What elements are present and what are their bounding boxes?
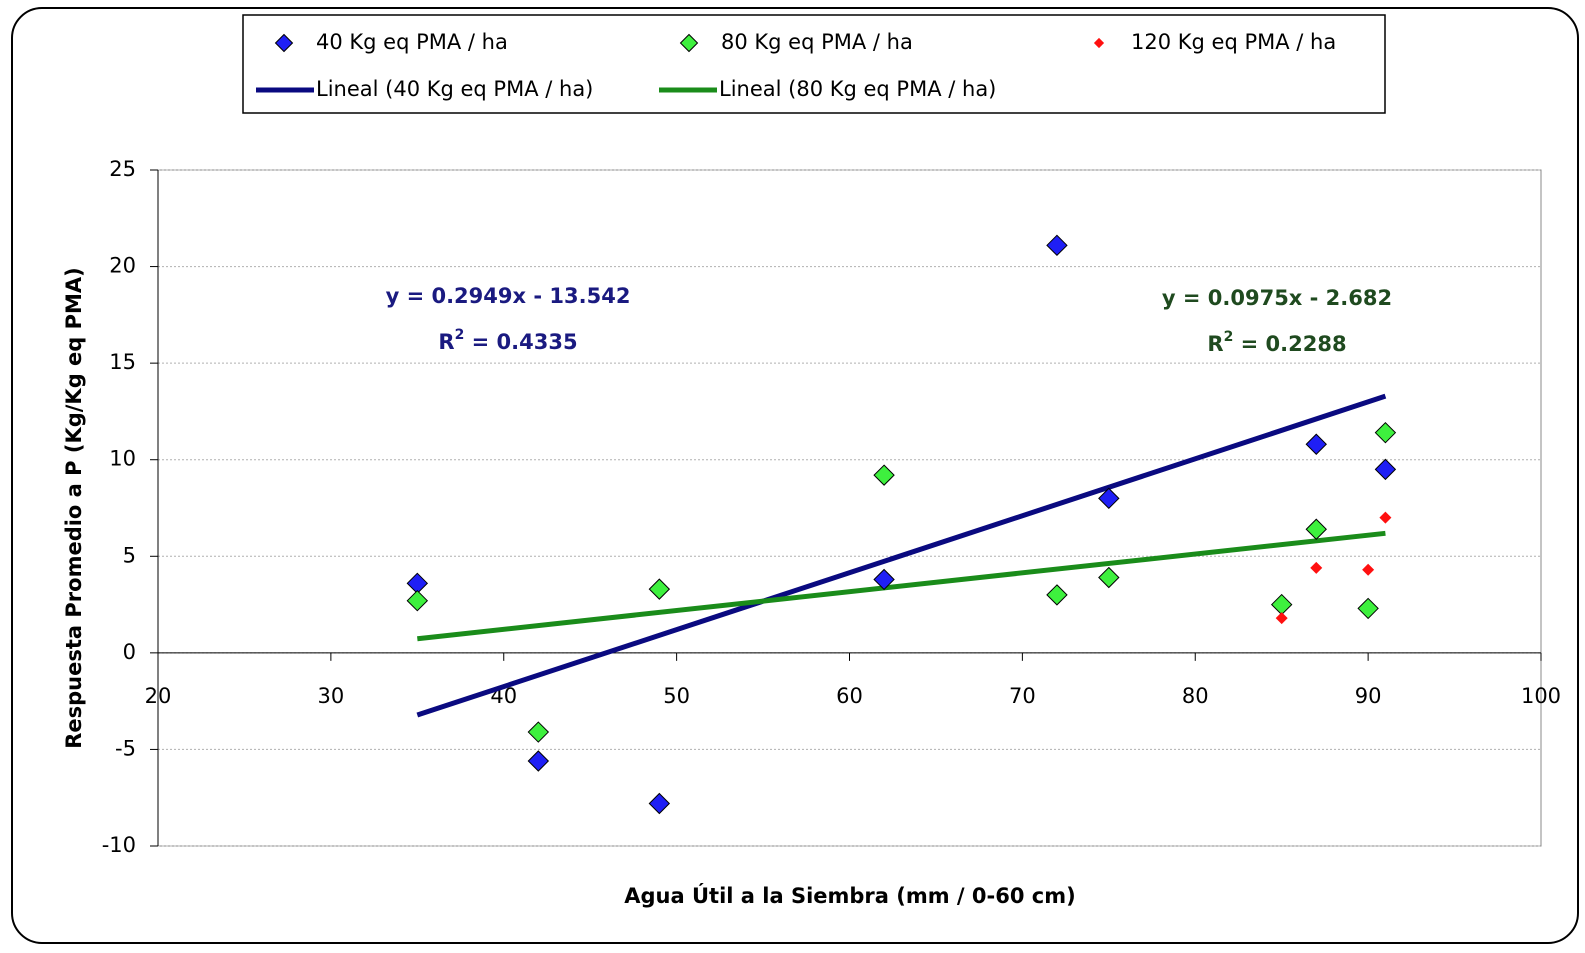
- point: [873, 568, 895, 591]
- point: [1310, 561, 1323, 574]
- y-tick-label: 10: [109, 447, 136, 471]
- trend-equation: y = 0.2949x - 13.542: [386, 284, 631, 308]
- point: [1305, 518, 1327, 540]
- r2-base: R: [438, 330, 454, 354]
- r2-exp: 2: [1224, 329, 1234, 345]
- x-tick-label: 100: [1521, 684, 1561, 708]
- r2-exp: 2: [455, 327, 465, 343]
- point: [1046, 234, 1068, 257]
- point: [1305, 433, 1327, 455]
- trend-r2: R2 = 0.4335: [438, 327, 577, 354]
- legend-label: Lineal (40 Kg eq PMA / ha): [316, 77, 593, 101]
- y-tick-label: 0: [123, 640, 136, 664]
- x-tick-label: 20: [145, 684, 172, 708]
- r2-base: R: [1207, 332, 1223, 356]
- point: [1098, 566, 1120, 589]
- x-tick-label: 90: [1355, 684, 1382, 708]
- point: [648, 578, 671, 600]
- point: [1362, 563, 1375, 576]
- point: [1379, 511, 1392, 524]
- y-tick-label: 25: [109, 157, 136, 181]
- point: [1098, 487, 1120, 510]
- legend: [242, 14, 1386, 114]
- point: [1357, 597, 1379, 620]
- point: [527, 721, 550, 743]
- y-axis-title: Respuesta Promedio a P (Kg/Kg eq PMA): [62, 267, 86, 749]
- r2-value: = 0.4335: [464, 330, 577, 354]
- trend-r2: R2 = 0.2288: [1207, 329, 1346, 356]
- x-tick-label: 50: [663, 684, 690, 708]
- point: [1374, 458, 1397, 481]
- x-axis-title: Agua Útil a la Siembra (mm / 0-60 cm): [624, 883, 1075, 908]
- point: [406, 590, 429, 612]
- legend-marker: [679, 33, 699, 53]
- point: [1275, 612, 1288, 625]
- point: [648, 792, 671, 815]
- x-tick-label: 30: [318, 684, 345, 708]
- point: [527, 750, 550, 772]
- y-tick-label: -5: [115, 736, 136, 760]
- point: [1374, 421, 1397, 444]
- legend-label: 120 Kg eq PMA / ha: [1131, 30, 1336, 54]
- trendline: [416, 393, 1387, 718]
- y-tick-label: 15: [109, 350, 136, 374]
- trendline: [417, 530, 1386, 642]
- x-tick-label: 70: [1009, 684, 1036, 708]
- x-tick-label: 60: [836, 684, 863, 708]
- legend-marker: [274, 33, 294, 53]
- trend-equation: y = 0.0975x - 2.682: [1162, 286, 1392, 310]
- legend-label: 80 Kg eq PMA / ha: [721, 30, 913, 54]
- point: [873, 464, 895, 486]
- legend-label: Lineal (80 Kg eq PMA / ha): [719, 77, 996, 101]
- x-tick-label: 80: [1182, 684, 1209, 708]
- r2-value: = 0.2288: [1233, 332, 1346, 356]
- legend-label: 40 Kg eq PMA / ha: [316, 30, 508, 54]
- y-tick-label: -10: [102, 833, 136, 857]
- y-tick-label: 5: [123, 543, 136, 567]
- point: [1046, 584, 1068, 606]
- y-tick-label: 20: [109, 254, 136, 278]
- legend-marker: [1093, 37, 1105, 49]
- plot-area: [157, 169, 1542, 847]
